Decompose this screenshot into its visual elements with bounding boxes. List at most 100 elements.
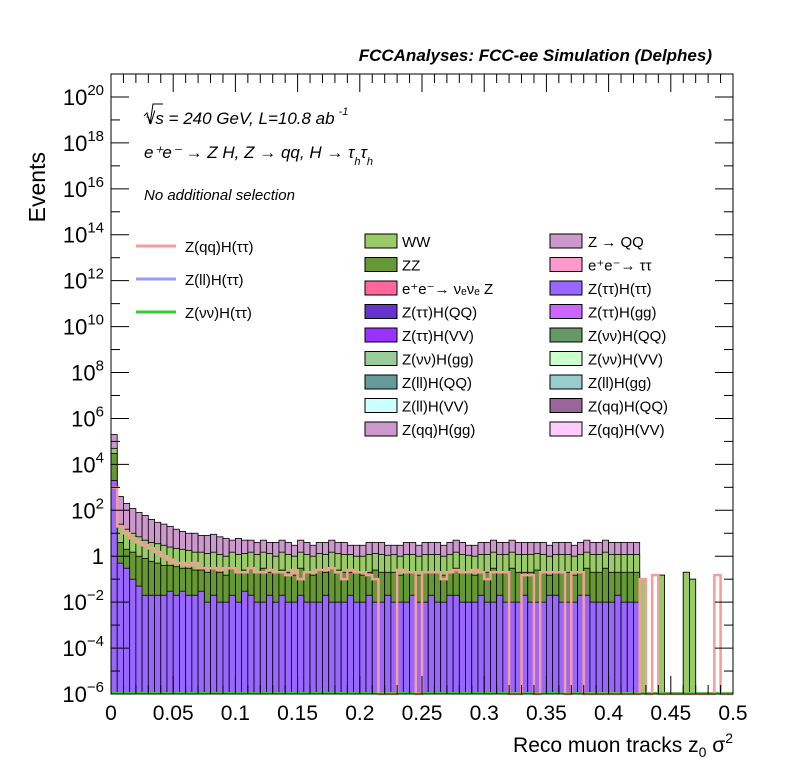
bar-0-57 xyxy=(465,601,473,695)
y-tick-label-base: 10 xyxy=(71,361,95,386)
legend-fill-label: Z(νν)H(QQ) xyxy=(588,328,666,345)
bar-0-62 xyxy=(496,594,504,695)
bar-0-19 xyxy=(228,594,236,695)
bar-0-60 xyxy=(483,601,491,695)
bar-0-51 xyxy=(427,594,435,695)
legend-fill-label: Z → QQ xyxy=(588,234,644,251)
bar-0-71 xyxy=(552,594,560,695)
bar-0-70 xyxy=(546,594,554,695)
bar-0-40 xyxy=(359,601,367,695)
bar-0-20 xyxy=(234,601,243,695)
bar-0-32 xyxy=(309,601,317,695)
bar-2-93 xyxy=(689,578,697,695)
bar-0-26 xyxy=(272,601,280,695)
legend-line-label: Z(qq)H(ττ) xyxy=(185,239,254,256)
bar-0-4 xyxy=(135,585,143,695)
legend-fill-swatch xyxy=(549,421,583,437)
bar-0-83 xyxy=(626,601,634,695)
y-tick-label-exp: 8 xyxy=(96,358,104,375)
energy-text: √s = 240 GeV, L=10.8 ab xyxy=(146,109,335,128)
legend-fill-swatch xyxy=(549,304,583,319)
x-axis-label: Reco muon tracks z0 σ2 xyxy=(513,730,733,760)
y-tick-label-exp: −6 xyxy=(87,679,104,696)
legend-fill-label: ZZ xyxy=(402,258,420,275)
x-axis-label-main: Reco muon tracks z xyxy=(513,734,699,757)
bar-2-92 xyxy=(682,571,690,695)
y-tick-label: 102 xyxy=(71,495,104,523)
bar-0-22 xyxy=(247,594,255,695)
x-tick-label: 0.2 xyxy=(345,702,374,725)
bar-0-12 xyxy=(185,594,193,695)
bar-0-36 xyxy=(334,601,342,695)
legend-line-label: Z(ll)H(ττ) xyxy=(185,272,244,289)
legend-fill-label: Z(qq)H(VV) xyxy=(588,422,665,439)
legend-fill-swatch xyxy=(549,327,583,343)
legend-fill-swatch xyxy=(364,421,398,437)
bar-0-2 xyxy=(123,567,131,695)
bar-0-34 xyxy=(322,594,330,695)
bar-0-41 xyxy=(365,594,373,695)
y-tick-label: 108 xyxy=(71,358,104,386)
y-tick-label-base: 10 xyxy=(63,315,87,340)
bar-0-47 xyxy=(402,601,410,695)
x-axis-tick-labels: 0 0.05 0.1 0.15 0.2 0.25 0.3 0.35 0.4 0.45 0.5 xyxy=(105,702,747,725)
bar-0-82 xyxy=(620,601,628,695)
legend-fill-swatch xyxy=(364,398,398,413)
bar-0-55 xyxy=(452,594,460,695)
x-tick-label: 0.35 xyxy=(526,702,567,725)
y-tick-label: 10−6 xyxy=(62,679,104,707)
bar-0-3 xyxy=(129,578,137,695)
bar-0-7 xyxy=(154,594,162,695)
x-tick-label: 0.4 xyxy=(594,702,624,725)
bar-0-80 xyxy=(608,601,616,695)
y-tick-label: 1018 xyxy=(63,128,104,156)
legend-fill-swatch xyxy=(364,233,398,249)
legend-fill-label: Z(ττ)H(ττ) xyxy=(588,281,652,298)
legend-fill-label: Z(ll)H(QQ) xyxy=(402,375,472,392)
y-tick-label: 106 xyxy=(71,403,104,431)
legend-fill-swatch xyxy=(364,327,398,343)
y-tick-label-exp: 10 xyxy=(87,312,104,329)
x-tick-label: 0.15 xyxy=(277,702,318,725)
y-tick-label-base: 1 xyxy=(92,544,104,569)
y-tick-label: 10−4 xyxy=(62,633,104,661)
bar-0-9 xyxy=(166,590,174,695)
y-tick-label-base: 10 xyxy=(63,177,87,202)
x-axis-label-sub: 0 xyxy=(699,744,707,760)
x-axis-label-tail: σ xyxy=(706,734,725,757)
y-tick-label: 1010 xyxy=(63,312,104,340)
bar-0-24 xyxy=(259,601,267,695)
x-tick-label: 0.5 xyxy=(718,702,747,725)
legend-fill-label: Z(ττ)H(VV) xyxy=(402,328,474,345)
y-tick-label-exp: −2 xyxy=(87,587,104,604)
x-tick-label: 0.05 xyxy=(153,702,194,725)
legend-fill-swatch xyxy=(364,257,398,272)
bar-0-38 xyxy=(346,594,354,695)
y-tick-label-base: 10 xyxy=(62,682,86,707)
bar-0-37 xyxy=(340,601,348,695)
legend-fill-label: Z(ll)H(VV) xyxy=(402,399,469,416)
y-tick-label-exp: 20 xyxy=(87,82,104,99)
bar-0-30 xyxy=(297,594,305,695)
y-tick-label-exp: −4 xyxy=(87,633,104,650)
bar-0-31 xyxy=(303,601,311,695)
y-tick-label: 1016 xyxy=(63,174,104,202)
y-tick-label-base: 10 xyxy=(62,590,86,615)
bar-0-10 xyxy=(172,594,180,695)
legend-fill-label: Z(νν)H(gg) xyxy=(402,352,474,369)
legend-signal: Z(qq)H(ττ) Z(ll)H(ττ) Z(νν)H(ττ) xyxy=(136,239,254,322)
y-tick-label-exp: 16 xyxy=(87,174,104,191)
y-tick-label: 1014 xyxy=(63,220,104,248)
bar-0-5 xyxy=(141,594,149,695)
y-tick-label-exp: 12 xyxy=(87,266,104,283)
legend-fill-swatch xyxy=(549,280,583,296)
bar-0-79 xyxy=(601,601,610,695)
y-tick-label-base: 10 xyxy=(63,223,87,248)
y-tick-label-base: 10 xyxy=(71,452,95,477)
y-tick-label-base: 10 xyxy=(63,85,87,110)
bar-0-11 xyxy=(179,590,187,695)
y-tick-label: 1012 xyxy=(63,266,104,294)
legend-backgrounds: WW ZZ e⁺e⁻→ νₑνₑ Z Z(ττ)H(QQ) Z(ττ)H(VV) Z(νν… xyxy=(364,233,668,439)
legend-fill-swatch xyxy=(364,304,398,319)
